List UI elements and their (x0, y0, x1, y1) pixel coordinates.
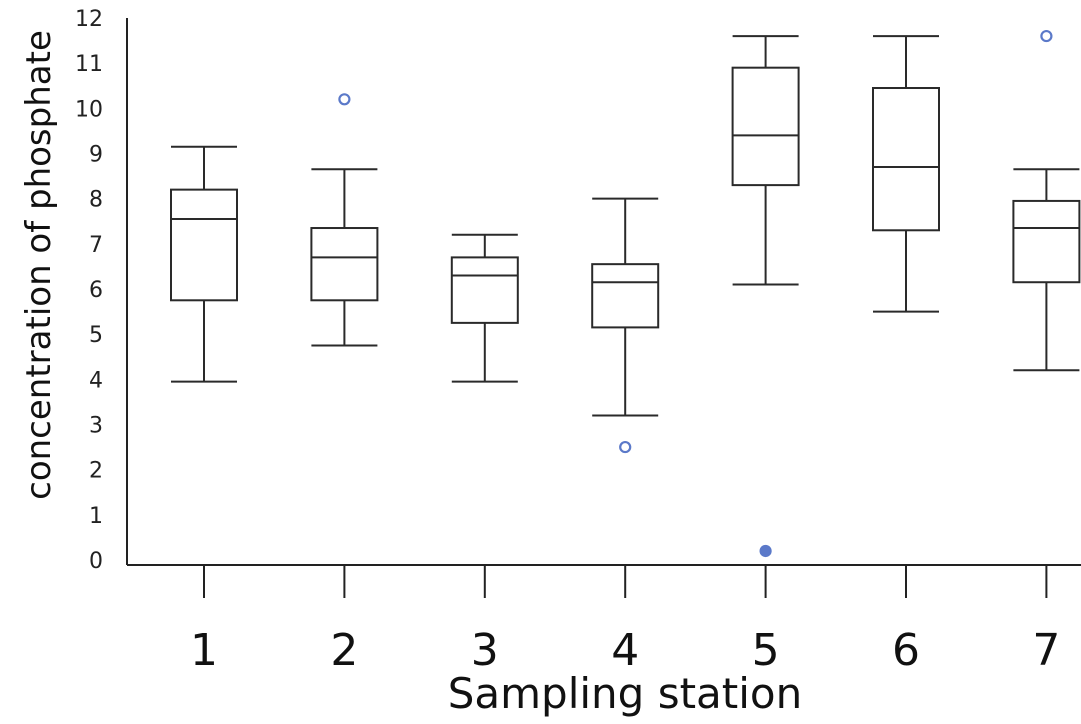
box-station-1 (171, 147, 237, 382)
box-series (171, 31, 1079, 556)
iqr-box (311, 228, 377, 300)
x-tick-label: 1 (190, 625, 218, 676)
y-tick-label: 9 (89, 143, 103, 168)
box-station-2 (311, 94, 377, 345)
y-tick-label: 5 (89, 323, 103, 348)
box-station-7 (1013, 31, 1079, 370)
box-station-4 (592, 199, 658, 452)
outlier-point (620, 442, 630, 452)
iqr-box (592, 264, 658, 327)
outlier-point (1041, 31, 1051, 41)
y-tick-label: 3 (89, 414, 103, 439)
y-tick-label: 10 (75, 97, 103, 122)
x-tick-label: 2 (330, 625, 358, 676)
y-tick-label: 11 (75, 52, 103, 77)
y-tick-label: 7 (89, 233, 103, 258)
iqr-box (452, 257, 518, 322)
x-tick-label: 6 (892, 625, 920, 676)
y-tick-label: 6 (89, 278, 103, 303)
x-tick-label: 7 (1032, 625, 1060, 676)
box-station-3 (452, 235, 518, 382)
iqr-box (733, 68, 799, 185)
iqr-box (1013, 201, 1079, 282)
box-station-6 (873, 36, 939, 312)
y-tick-label: 2 (89, 459, 103, 484)
y-tick-label: 4 (89, 368, 103, 393)
x-axis-label: Sampling station (448, 669, 802, 718)
outlier-point (761, 546, 771, 556)
y-tick-label: 12 (75, 7, 103, 32)
outlier-point (339, 94, 349, 104)
iqr-box (171, 190, 237, 301)
y-axis-label: concentration of phosphate (19, 30, 59, 500)
iqr-box (873, 88, 939, 230)
y-tick-label: 8 (89, 188, 103, 213)
y-tick-label: 0 (89, 549, 103, 574)
y-tick-label: 1 (89, 504, 103, 529)
box-station-5 (733, 36, 799, 556)
